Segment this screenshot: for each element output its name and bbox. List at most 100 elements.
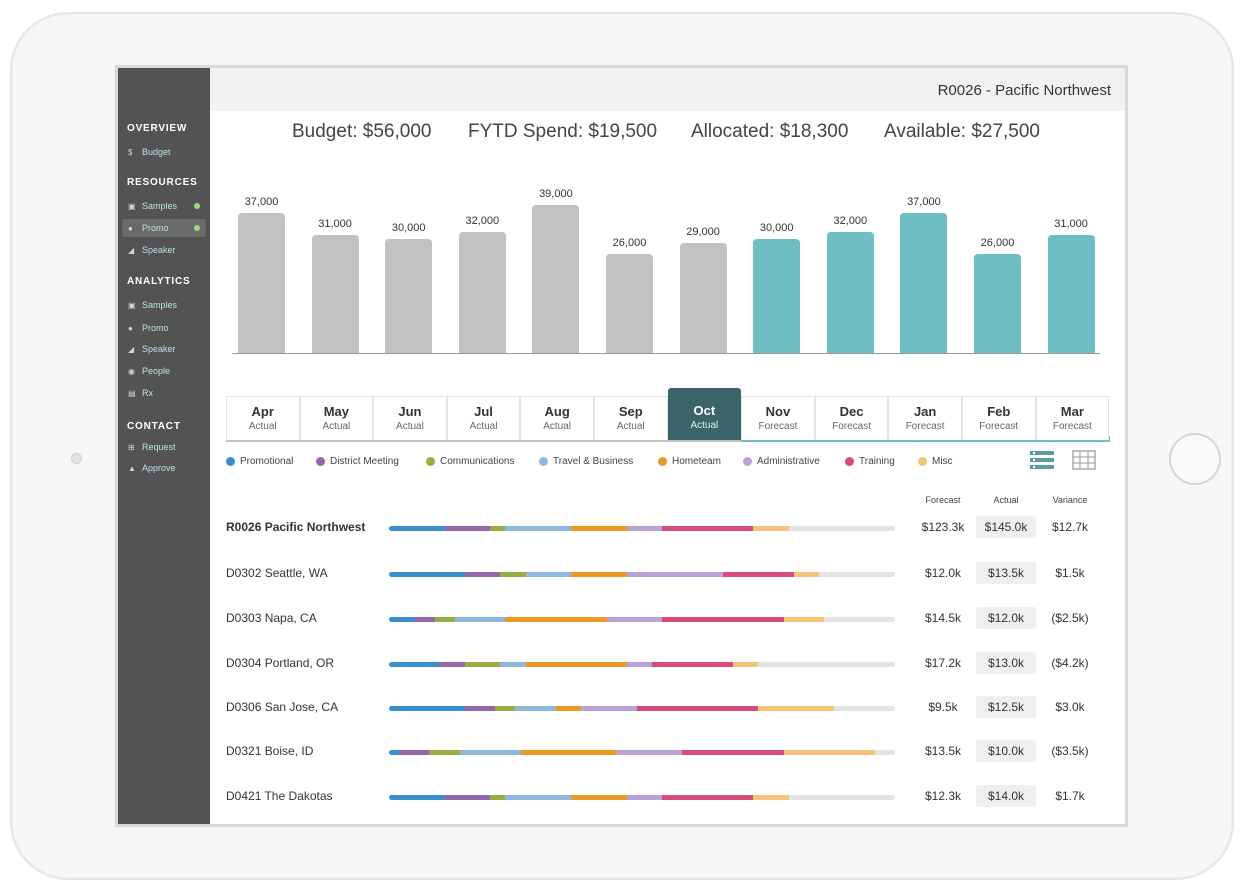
top-bar: R0026 - Pacific Northwest — [210, 68, 1125, 111]
legend-label: District Meeting — [330, 456, 399, 467]
grid-view-icon[interactable] — [1072, 450, 1096, 470]
legend-item[interactable]: District Meeting — [316, 456, 399, 467]
legend-item[interactable]: Misc — [918, 456, 953, 467]
tab-month-aug[interactable]: Aug Actual — [520, 396, 594, 440]
table-row[interactable]: R0026 Pacific Northwest $123.3k $145.0k $12… — [226, 514, 1110, 542]
bar-segment — [682, 750, 784, 755]
tab-month-dec[interactable]: Dec Forecast — [814, 396, 889, 440]
chart-baseline — [232, 353, 1100, 354]
sidebar-item-analytics-promo[interactable]: ● Promo — [122, 319, 206, 337]
table-row[interactable]: D0303 Napa, CA $14.5k $12.0k ($2.5k) — [226, 605, 1110, 633]
month-label: May — [323, 404, 349, 419]
bar-segment — [490, 526, 506, 531]
sidebar-item-analytics-samples[interactable]: ▣ Samples — [122, 296, 206, 314]
tab-month-feb[interactable]: Feb Forecast — [962, 396, 1036, 440]
table-row[interactable]: D0302 Seattle, WA $12.0k $13.5k $1.5k — [226, 560, 1110, 588]
tab-month-nov[interactable]: Nov Forecast — [741, 396, 815, 440]
month-type-label: Actual — [248, 421, 277, 432]
bar-segment — [636, 706, 759, 711]
legend-item[interactable]: Administrative — [743, 456, 820, 467]
sidebar-item-analytics-speaker[interactable]: ◢ Speaker — [122, 340, 206, 358]
bar-segment — [389, 750, 400, 755]
legend-item[interactable]: Hometeam — [658, 456, 721, 467]
chart-bar-aug[interactable] — [532, 205, 580, 353]
bar-segment — [389, 572, 465, 577]
sidebar-item-resources-promo[interactable]: ● Promo — [122, 219, 206, 237]
sidebar-item-budget[interactable]: $ Budget — [122, 143, 206, 161]
bar-segment — [505, 795, 572, 800]
list-view-icon[interactable] — [1030, 450, 1054, 470]
chart-bar-sep[interactable] — [606, 254, 653, 353]
table-row[interactable]: D0321 Boise, ID $13.5k $10.0k ($3.5k) — [226, 738, 1110, 766]
tab-month-apr[interactable]: Apr Actual — [226, 396, 300, 440]
sidebar-item-resources-speaker[interactable]: ◢ Speaker — [122, 241, 206, 259]
tab-month-jan[interactable]: Jan Forecast — [888, 396, 962, 440]
bar-segment — [490, 795, 506, 800]
chart-bar-oct[interactable] — [679, 242, 727, 353]
status-dot — [194, 203, 200, 209]
tab-month-sep[interactable]: Sep Actual — [594, 396, 668, 440]
legend-item[interactable]: Communications — [426, 456, 514, 467]
spend-breakdown-bar — [389, 662, 895, 667]
legend-label: Misc — [932, 456, 953, 467]
chart-bar-dec[interactable] — [826, 231, 874, 353]
tab-month-mar[interactable]: Mar Forecast — [1035, 396, 1110, 440]
chart-value-label: 30,000 — [759, 222, 794, 235]
cell-forecast: $9.5k — [928, 700, 958, 714]
chart-bar-jun[interactable] — [385, 239, 433, 353]
bar-segment — [626, 572, 723, 577]
bar-segment — [525, 572, 572, 577]
bar-segment — [414, 617, 435, 622]
camera-icon — [71, 453, 82, 464]
legend-item[interactable]: Travel & Business — [539, 456, 633, 467]
kpi-available: Available: $27,500 — [884, 121, 1040, 142]
legend-label: Administrative — [757, 456, 820, 467]
briefcase-icon: ▣ — [128, 201, 136, 211]
chart-bar-nov[interactable] — [753, 239, 801, 353]
legend-item[interactable]: Promotional — [226, 456, 293, 467]
chart-value-label: 26,000 — [980, 237, 1015, 250]
sidebar-item-label: Speaker — [142, 344, 176, 354]
bar-segment — [753, 795, 789, 800]
chart-value-label: 26,000 — [612, 237, 647, 250]
tab-month-jun[interactable]: Jun Actual — [373, 396, 447, 440]
cell-actual: $12.0k — [976, 607, 1036, 629]
sidebar-item-resources-samples[interactable]: ▣ Samples — [122, 197, 206, 215]
chart-bar-may[interactable] — [311, 235, 359, 353]
sidebar-item-analytics-people[interactable]: ◉ People — [122, 362, 206, 380]
cell-forecast: $12.0k — [924, 566, 962, 580]
table-row[interactable]: D0306 San Jose, CA $9.5k $12.5k $3.0k — [226, 694, 1110, 722]
chart-bar-feb[interactable] — [974, 254, 1021, 353]
tab-month-oct[interactable]: Oct Actual — [667, 388, 742, 440]
sidebar-item-request[interactable]: ⊞ Request — [122, 438, 206, 456]
cell-variance: $3.0k — [1055, 700, 1085, 714]
chart-value-label: 31,000 — [1054, 218, 1088, 231]
bar-segment — [581, 706, 637, 711]
row-name: D0306 San Jose, CA — [226, 700, 339, 714]
home-button[interactable] — [1169, 433, 1221, 485]
cell-variance: ($2.5k) — [1051, 611, 1089, 625]
bar-segment — [520, 750, 617, 755]
tab-month-jul[interactable]: Jul Actual — [446, 396, 521, 440]
cell-actual: $145.0k — [976, 516, 1036, 538]
sidebar-item-analytics-rx[interactable]: ▤ Rx — [122, 384, 206, 402]
legend-label: Training — [859, 456, 895, 467]
spend-breakdown-bar — [389, 706, 895, 711]
legend-item[interactable]: Training — [845, 456, 895, 467]
table-row[interactable]: D0421 The Dakotas $12.3k $14.0k $1.7k — [226, 783, 1110, 811]
sidebar-item-approve[interactable]: ▲ Approve — [122, 459, 206, 477]
chart-bar-mar[interactable] — [1047, 235, 1095, 353]
legend-swatch — [918, 457, 927, 466]
bar-segment — [464, 706, 496, 711]
chart-bar-apr[interactable] — [238, 212, 285, 353]
chart-bar-jan[interactable] — [900, 212, 948, 353]
legend-swatch — [426, 457, 435, 466]
bar-segment — [389, 706, 465, 711]
dollar-icon: $ — [128, 147, 133, 157]
sidebar-item-label: Request — [142, 442, 176, 452]
table-row[interactable]: D0304 Portland, OR $17.2k $13.0k ($4.2k) — [226, 650, 1110, 678]
chart-bar-jul[interactable] — [458, 231, 506, 353]
chart-value-label: 29,000 — [686, 225, 720, 238]
sidebar-item-label: Promo — [142, 223, 169, 233]
tab-month-may[interactable]: May Actual — [299, 396, 374, 440]
